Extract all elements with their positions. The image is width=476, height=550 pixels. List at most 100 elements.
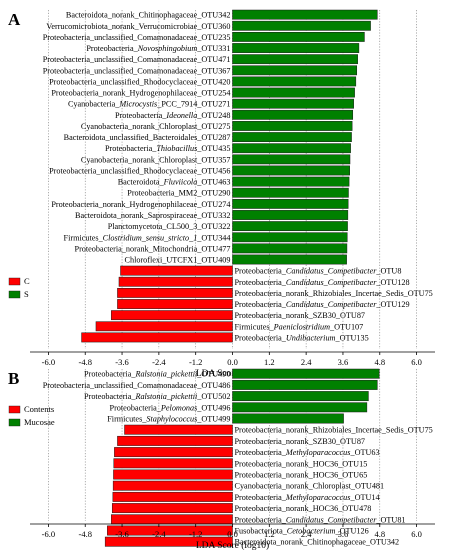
bar [232,143,351,154]
bar-label-segment: _OTU8 [375,267,401,276]
bar-label: Firmicutes_Paeniclostridium_OTU107 [235,322,364,331]
x-tick-label: 6.0 [411,529,422,539]
legend-swatch [8,290,21,299]
bar-label: Proteobacteria_unclassified_Comamonadace… [43,33,231,42]
bar-label-segment: Thiobacillus [156,144,197,153]
bar-label: Proteobacteria_unclassified_Rhodocyclace… [49,166,230,175]
bar-label-segment: _OTU248 [196,111,230,120]
bar-label: Proteobacteria_Candidatus_Competibacter_… [235,267,402,276]
bar-label-segment: _OTU14 [349,493,379,502]
bar-label: Bacteroidota_norank_Chitinophagaceae_OTU… [66,11,231,20]
bar-label-segment: Firmicutes_ [64,233,104,242]
x-tick-label: -3.6 [115,357,128,367]
bar-label: Bacteroidota_norank_Chitinophagaceae_OTU… [235,538,400,547]
bar [232,9,378,20]
bar [107,525,233,536]
bar-label-segment: Cetobacterium [287,527,336,536]
bar-label-segment: _PCC_7914_OTU271 [156,100,230,109]
bar-label-segment: Planctomycetota_CL500_3_OTU322 [108,222,231,231]
bar [117,288,233,298]
bar-label: Fusobacteriota_Cetobacterium_OTU126 [235,527,369,536]
bar [232,187,349,198]
bar-label-segment: Proteobacteria_norank_HOC36_OTU478 [235,504,372,513]
bar-label-segment: Cyanobacteria_norank_Chloroplast_OTU357 [81,155,231,164]
bar-label-segment: Firmicutes_ [235,322,275,331]
bar-label: Proteobacteria_norank_SZB30_OTU87 [235,311,366,320]
bar-label-segment: _OTU126 [334,527,368,536]
bar [232,368,380,379]
bar-label-segment: Fusobacteriota_ [235,527,288,536]
bar-label-segment: Verrucomicrobiota_norank_Verrucomicrobia… [46,22,230,31]
bar-label-segment: Candidatus_Competibacter [286,515,377,524]
bar-label-segment: Proteobacteria_unclassified_Comamonadace… [43,66,231,75]
bar-label: Bacteroidota_unclassified_Bacteroidales_… [64,133,231,142]
bar-label-segment: Proteobacteria_norank_SZB30_OTU87 [235,311,366,320]
bar-label-segment: Proteobacteria_unclassified_Comamonadace… [43,33,231,42]
bar-label-segment: Candidatus_Competibacter [286,267,377,276]
bar [112,480,233,491]
bar [232,243,348,254]
legend-label: Contents [24,404,54,414]
bar [232,254,347,265]
x-tick-label: 6.0 [411,357,422,367]
x-tick-label: -4.8 [78,529,91,539]
bar-label-segment: Novosphingobium [137,44,198,53]
bar-label: Proteobacteria_norank_Hydrogenophilaceae… [51,89,230,98]
bar [118,276,233,287]
bar [232,32,365,42]
bar [104,536,233,547]
bar-label: Cyanobacteria_norank_Chloroplast_OTU275 [81,122,231,131]
bar-label-segment: _OTU435 [196,144,230,153]
x-tick-label: 4.8 [374,357,385,367]
bar [232,221,348,232]
bar [232,54,358,65]
bar-label: Firmicutes_Clostridium_sensu_stricto_1_O… [64,233,231,242]
bar-label-segment: _OTU490 [196,370,230,379]
bar [232,165,350,176]
bar [232,176,350,187]
bar-label-segment: Proteobacteria_norank_Mitochondria_OTU47… [75,244,231,253]
legend-swatch [8,405,21,414]
bar-label: Proteobacteria_norank_Rhizobiales_Incert… [235,426,433,435]
bar-label-segment: Proteobacteria_ [235,300,287,309]
bar [232,20,371,31]
legend-label: C [24,276,30,286]
bar [113,458,233,469]
bar-label-segment: Proteobacteria_MM2_OTU290 [127,189,230,198]
bar [81,332,233,343]
panel-a-chart: Bacteroidota_norank_Chitinophagaceae_OTU… [8,9,435,379]
bar-label: Proteobacteria_Ideonella_OTU248 [115,111,231,120]
bar-label-segment: Clostridium_sensu_stricto_1 [103,233,198,242]
bar [232,413,344,424]
bar-label-segment: Proteobacteria_unclassified_Rhodocyclace… [49,166,230,175]
legend-swatch [8,277,21,286]
bar-label-segment: Bacteroidota_norank_Saprospiraceae_OTU33… [75,211,231,220]
bar-label: Cyanobacteria_norank_Chloroplast_OTU357 [81,155,231,164]
bar [232,65,358,76]
bar-label-segment: _OTU129 [375,300,409,309]
bar-label-segment: _OTU331 [196,44,230,53]
x-tick-label: 2.4 [301,357,312,367]
bar-label: Proteobacteria_Methyloparacoccus_OTU14 [235,493,380,502]
x-tick-label: 0.0 [227,529,238,539]
bar [232,98,354,109]
bar [113,469,233,480]
bar-label: Proteobacteria_Thiobacillus_OTU435 [105,144,231,153]
bar-label: Proteobacteria_Ralstonia_pickettii_OTU49… [84,370,230,379]
bar-label-segment: _OTU81 [375,515,405,524]
bar-label: Cyanobacteria_norank_Chloroplast_OTU481 [235,482,385,491]
bar-label-segment: _OTU463 [196,178,230,187]
x-tick-label: -2.4 [152,357,166,367]
bar-label: Proteobacteria_Pelomonas_OTU496 [110,403,231,412]
x-tick-label: -3.6 [115,529,128,539]
bar-label: Proteobacteria_unclassified_Comamonadace… [43,55,231,64]
bar-label: Cyanobacteria_Microcystis_PCC_7914_OTU27… [68,100,231,109]
x-tick-label: 4.8 [374,529,385,539]
panel-letter: A [8,10,21,29]
bar-label: Proteobacteria_norank_HOC36_OTU15 [235,459,368,468]
bar [232,391,369,402]
x-tick-label: 3.6 [338,357,349,367]
bar-label-segment: Pelomonas [160,403,197,412]
bar-label-segment: Proteobacteria_ [115,111,167,120]
bar-label-segment: Ideonella [165,111,197,120]
